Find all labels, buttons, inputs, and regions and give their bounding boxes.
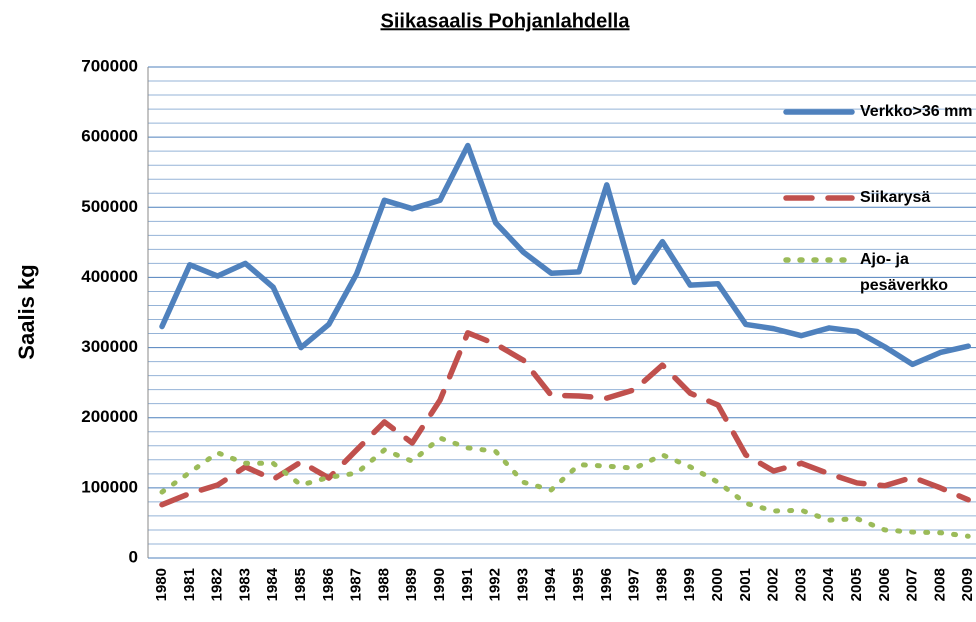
y-tick-label: 200000: [81, 407, 138, 426]
x-tick-label: 1999: [681, 568, 698, 601]
y-tick-label: 500000: [81, 197, 138, 216]
x-tick-label: 1981: [181, 568, 198, 601]
line-series: [159, 330, 971, 508]
x-tick-label: 2005: [848, 568, 865, 601]
chart-title: Siikasaalis Pohjanlahdella: [380, 10, 630, 32]
x-tick-label: 2001: [737, 568, 754, 601]
x-tick-label: 1996: [598, 568, 615, 601]
x-tick-label: 2009: [959, 568, 976, 601]
x-tick-label: 1994: [542, 567, 559, 601]
x-tick-label: 2000: [709, 568, 726, 601]
x-tick-label: 1985: [292, 568, 309, 601]
x-tick-label: 1982: [209, 568, 226, 601]
x-tick-label: 1997: [626, 568, 643, 601]
legend-label: Ajo- ja pesäverkko: [860, 251, 949, 294]
legend-label: Siikarysä: [860, 189, 931, 206]
x-tick-label: 2003: [792, 568, 809, 601]
y-tick-label: 700000: [81, 56, 138, 75]
x-tick-label: 1984: [264, 567, 281, 601]
y-tick-label: 400000: [81, 267, 138, 286]
y-tick-label: 300000: [81, 337, 138, 356]
y-tick-label: 600000: [81, 127, 138, 146]
y-tick-label: 0: [129, 547, 138, 566]
x-tick-label: 1987: [348, 568, 365, 601]
x-tick-label: 1998: [653, 568, 670, 601]
x-tick-label: 1995: [570, 568, 587, 601]
x-tick-label: 2002: [765, 568, 782, 601]
x-tick-label: 2008: [931, 568, 948, 601]
x-tick-label: 1991: [459, 568, 476, 601]
y-axis-label: Saalis kg: [14, 264, 39, 359]
x-tick-label: 1986: [320, 568, 337, 601]
x-tick-label: 2007: [904, 568, 921, 601]
x-tick-label: 2006: [876, 568, 893, 601]
x-tick-label: 1990: [431, 568, 448, 601]
x-tick-label: 1993: [514, 568, 531, 601]
x-tick-label: 2004: [820, 567, 837, 601]
y-tick-label: 100000: [81, 477, 138, 496]
line-series: [159, 435, 971, 539]
x-tick-label: 1983: [236, 568, 253, 601]
x-tick-label: 1980: [153, 568, 170, 601]
legend-label: Verkko>36 mm: [860, 103, 973, 120]
x-tick-label: 1992: [487, 568, 504, 601]
x-tick-label: 1989: [403, 568, 420, 601]
line-series: [159, 142, 971, 368]
x-tick-label: 1988: [375, 568, 392, 601]
